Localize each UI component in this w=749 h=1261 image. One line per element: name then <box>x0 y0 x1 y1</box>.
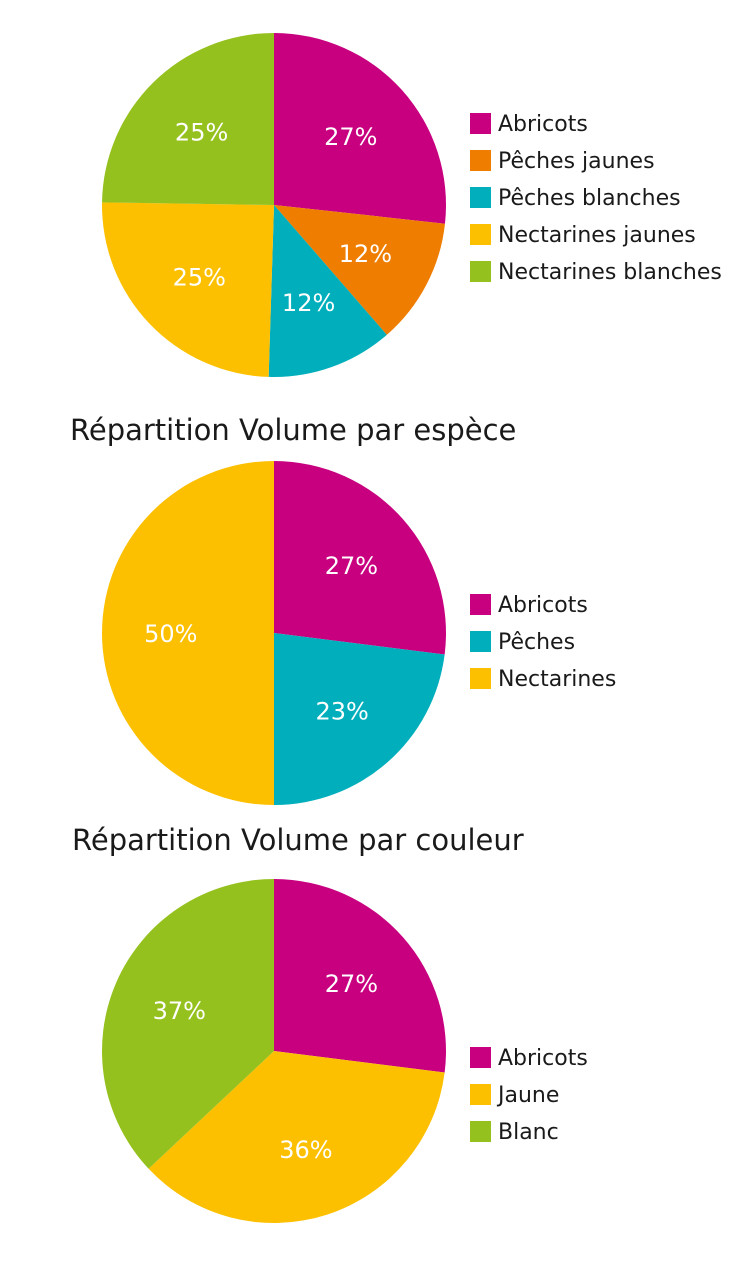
pie-slice-nectarines <box>102 461 274 805</box>
pie-slice-peches <box>274 633 445 805</box>
legend-swatch-abricots <box>470 113 491 134</box>
pie-chart-espece: Répartition Volume par espèce 27% 23% 50% Ab… <box>70 413 616 805</box>
legend-label-peches-blanches: Pêches blanches <box>498 186 681 211</box>
legend-label-nectarines-jaunes: Nectarines jaunes <box>498 223 696 248</box>
pie-slice-nectarines-blanches <box>102 33 275 205</box>
legend-swatch-peches-jaunes <box>470 150 491 171</box>
pie-chart-couleur: Répartition Volume par couleur 27% 36% 37% A… <box>72 823 588 1223</box>
slice-label-nectarines-jaunes: 25% <box>173 263 226 291</box>
legend-label-abricots: Abricots <box>498 593 588 618</box>
pie-slice-peches-blanches <box>268 205 387 378</box>
legend-swatch-peches-blanches <box>470 187 491 208</box>
slice-label-jaune: 36% <box>279 1136 332 1164</box>
legend-label-peches: Pêches <box>498 630 575 655</box>
legend-swatch-nectarines-blanches <box>470 261 491 282</box>
chart-title: Répartition Volume par espèce <box>70 413 516 447</box>
slice-label-blanc: 37% <box>153 997 206 1025</box>
pie-slice-abricots <box>274 461 446 655</box>
pie-slice-nectarines-jaunes <box>101 202 274 377</box>
pie-slice-peches-jaunes <box>274 205 445 335</box>
slice-label-abricots: 27% <box>325 970 378 998</box>
legend-swatch-nectarines <box>470 668 491 689</box>
legend-label-peches-jaunes: Pêches jaunes <box>498 149 655 174</box>
pie-chart-variete: 27% 12%12% 25% 25% Abricots Pêches jaunes Pêch… <box>101 33 722 378</box>
legend-swatch-jaune <box>470 1084 491 1105</box>
slice-label-peches-blanches: 12% <box>282 289 335 317</box>
legend-label-abricots: Abricots <box>498 1046 588 1071</box>
legend-swatch-abricots <box>470 1047 491 1068</box>
legend-label-blanc: Blanc <box>498 1120 559 1145</box>
slice-label-nectarines-blanches: 25% <box>175 119 228 147</box>
legend-label-nectarines-blanches: Nectarines blanches <box>498 260 722 285</box>
legend-swatch-peches <box>470 631 491 652</box>
pie-slice-blanc <box>102 879 274 1169</box>
slice-label-peches: 23% <box>316 697 369 725</box>
legend-swatch-nectarines-jaunes <box>470 224 491 245</box>
pie-slice-jaune <box>148 1051 445 1223</box>
slice-label-peches-jaunes: 12% <box>339 240 392 268</box>
slice-label-abricots: 27% <box>324 123 377 151</box>
chart-title: Répartition Volume par couleur <box>72 823 524 857</box>
legend-label-jaune: Jaune <box>496 1083 559 1108</box>
slice-label-nectarines: 50% <box>144 620 197 648</box>
legend-label-abricots: Abricots <box>498 112 588 137</box>
slice-label-abricots: 27% <box>325 552 378 580</box>
legend-swatch-abricots <box>470 594 491 615</box>
pie-slice-abricots <box>274 33 446 224</box>
pie-slice-abricots <box>274 879 446 1073</box>
legend-label-nectarines: Nectarines <box>498 667 616 692</box>
legend-swatch-blanc <box>470 1121 491 1142</box>
